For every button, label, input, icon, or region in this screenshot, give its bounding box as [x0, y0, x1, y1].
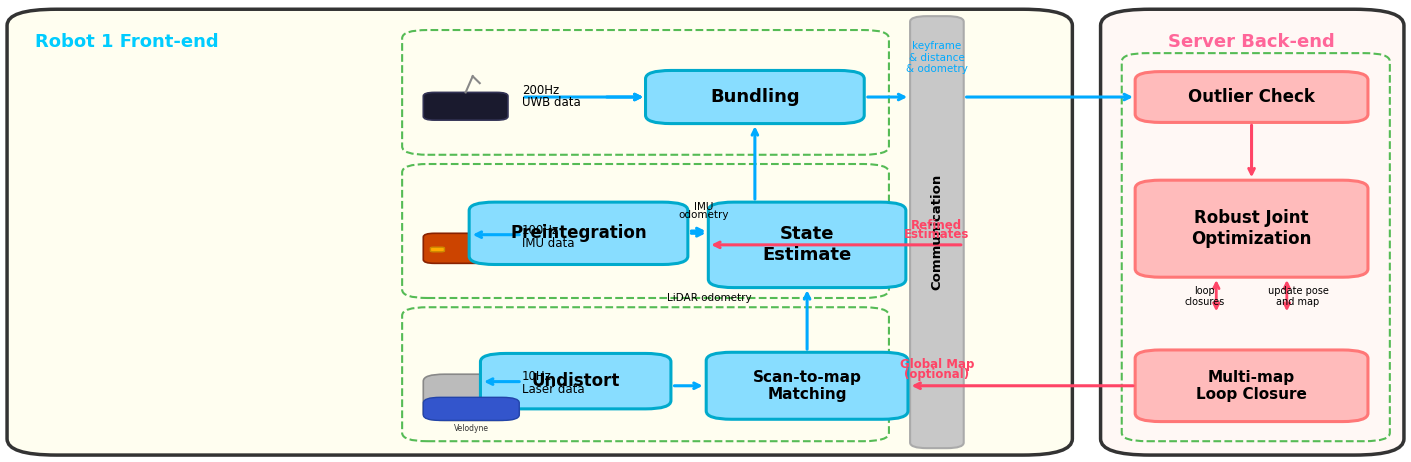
- Text: Robot 1 Front-end: Robot 1 Front-end: [35, 33, 219, 50]
- Text: loop
closures: loop closures: [1185, 286, 1225, 307]
- Text: Scan-to-map
Matching: Scan-to-map Matching: [752, 370, 862, 402]
- Text: Multi-map
Loop Closure: Multi-map Loop Closure: [1197, 370, 1307, 402]
- FancyBboxPatch shape: [430, 247, 444, 252]
- Text: Communication: Communication: [930, 174, 944, 290]
- Text: odometry: odometry: [679, 210, 729, 220]
- Text: IMU data: IMU data: [522, 237, 574, 250]
- FancyBboxPatch shape: [910, 16, 964, 448]
- Text: Refined: Refined: [912, 219, 962, 232]
- FancyBboxPatch shape: [468, 202, 689, 264]
- FancyBboxPatch shape: [14, 12, 1065, 453]
- Text: 100Hz: 100Hz: [522, 225, 559, 237]
- Text: (optional): (optional): [904, 368, 969, 381]
- FancyBboxPatch shape: [1134, 72, 1369, 122]
- FancyBboxPatch shape: [480, 353, 672, 409]
- Text: Robust Joint
Optimization: Robust Joint Optimization: [1191, 209, 1312, 248]
- FancyBboxPatch shape: [708, 202, 906, 287]
- FancyBboxPatch shape: [423, 92, 508, 120]
- FancyBboxPatch shape: [423, 233, 515, 263]
- Text: UWB data: UWB data: [522, 96, 581, 109]
- Text: Global Map: Global Map: [900, 359, 974, 371]
- FancyBboxPatch shape: [1134, 180, 1369, 277]
- FancyBboxPatch shape: [21, 14, 1058, 450]
- Text: LiDAR odometry: LiDAR odometry: [667, 293, 752, 303]
- FancyBboxPatch shape: [646, 70, 864, 123]
- Text: Preintegration: Preintegration: [511, 225, 646, 242]
- Text: 200Hz: 200Hz: [522, 84, 559, 97]
- Text: Server Back-end: Server Back-end: [1168, 33, 1335, 50]
- Text: Bundling: Bundling: [710, 88, 800, 106]
- FancyBboxPatch shape: [1101, 9, 1404, 455]
- FancyBboxPatch shape: [1134, 350, 1369, 421]
- Text: keyframe
& distance
& odometry: keyframe & distance & odometry: [906, 41, 968, 74]
- FancyBboxPatch shape: [706, 352, 909, 419]
- Text: update pose
and map: update pose and map: [1267, 286, 1329, 307]
- Text: IMU: IMU: [694, 202, 714, 212]
- Text: Estimates: Estimates: [904, 228, 969, 241]
- Text: Laser data: Laser data: [522, 383, 584, 395]
- FancyBboxPatch shape: [7, 9, 1072, 455]
- Text: 10Hz: 10Hz: [522, 370, 552, 383]
- Text: Velodyne: Velodyne: [454, 424, 488, 433]
- Text: Outlier Check: Outlier Check: [1188, 88, 1315, 106]
- Text: State
Estimate: State Estimate: [762, 225, 852, 264]
- FancyBboxPatch shape: [423, 397, 519, 420]
- FancyBboxPatch shape: [28, 16, 1051, 448]
- FancyBboxPatch shape: [423, 374, 519, 420]
- Text: Undistort: Undistort: [532, 372, 619, 390]
